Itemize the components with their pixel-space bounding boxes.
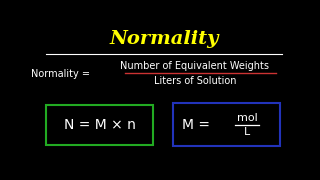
Text: mol: mol bbox=[236, 113, 257, 123]
Text: Number of Equivalent Weights: Number of Equivalent Weights bbox=[121, 61, 269, 71]
Text: Liters of Solution: Liters of Solution bbox=[154, 76, 236, 86]
Text: Normality: Normality bbox=[109, 30, 219, 48]
Text: Normality =: Normality = bbox=[31, 69, 93, 79]
Text: L: L bbox=[244, 127, 250, 137]
Text: N = M × n: N = M × n bbox=[64, 118, 136, 132]
Text: M =: M = bbox=[182, 118, 214, 132]
